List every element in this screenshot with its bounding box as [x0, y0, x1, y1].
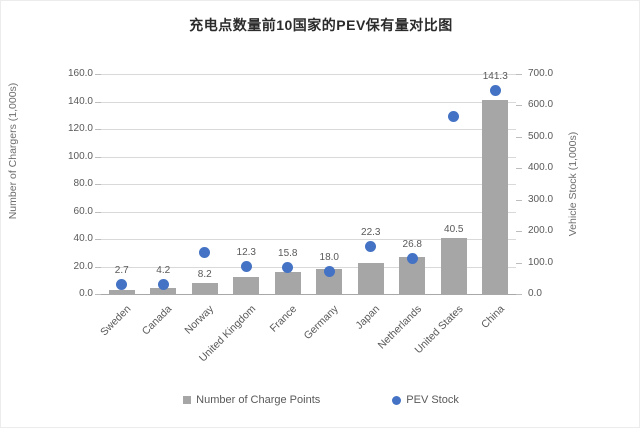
left-axis-tick	[95, 239, 101, 240]
left-axis-tick-label: 60.0	[73, 205, 93, 217]
right-axis-tick	[516, 168, 522, 170]
bar-france	[274, 272, 301, 294]
x-axis-line	[101, 294, 516, 295]
right-axis-tick	[516, 262, 522, 264]
legend-label: Number of Charge Points	[196, 394, 321, 406]
left-axis-tick-label: 160.0	[67, 68, 93, 79]
gridline	[101, 239, 516, 240]
left-axis-tick-label: 40.0	[73, 233, 93, 244]
right-axis-tick	[516, 294, 522, 295]
left-axis-tick-label: 120.0	[67, 123, 93, 134]
category-label-norway: Norway	[182, 303, 217, 337]
right-axis-tick-label: 700.0	[528, 68, 554, 79]
bar-china	[482, 99, 509, 294]
bar-united-states	[440, 238, 467, 294]
pev-stock-dot-canada	[157, 279, 169, 291]
right-axis-tick	[516, 136, 522, 138]
right-axis-tick	[516, 105, 522, 107]
left-axis-tick-label: 80.0	[73, 178, 93, 189]
left-axis-tick-label: 20.0	[73, 260, 93, 272]
gridline	[101, 156, 516, 158]
category-label-sweden: Sweden	[97, 303, 134, 339]
category-label-france: France	[267, 303, 300, 335]
right-axis-title: Vehicle Stock (1,000s)	[567, 131, 579, 237]
left-axis-tick	[95, 129, 101, 130]
data-label: 26.8	[402, 239, 422, 251]
pev-stock-dot-france	[282, 261, 294, 273]
legend: Number of Charge Points PEV Stock	[1, 394, 639, 406]
legend-label: PEV Stock	[406, 394, 459, 406]
pev-stock-dot-japan	[365, 241, 377, 253]
left-axis-tick	[95, 156, 101, 158]
data-label: 2.7	[114, 265, 129, 277]
data-label: 40.5	[444, 224, 464, 236]
category-label-china: China	[478, 303, 507, 331]
gridline	[101, 211, 516, 213]
category-label-canada: Canada	[140, 303, 175, 338]
right-axis-tick-label: 400.0	[528, 162, 554, 174]
gridline	[101, 184, 516, 185]
right-axis-tick-label: 500.0	[528, 130, 554, 142]
left-axis-title: Number of Chargers (1,000s)	[7, 82, 19, 220]
gridline	[101, 74, 516, 75]
category-label-germany: Germany	[301, 303, 341, 343]
data-label: 18.0	[319, 251, 339, 263]
data-label: 8.2	[197, 268, 212, 280]
left-axis-tick-label: 140.0	[67, 95, 93, 107]
gridline	[101, 266, 516, 268]
right-axis-tick-label: 0.0	[528, 288, 542, 299]
gridline	[101, 101, 516, 103]
chart-title: 充电点数量前10国家的PEV保有量对比图	[189, 17, 453, 33]
right-axis-tick-label: 600.0	[528, 99, 554, 111]
data-label: 15.8	[278, 247, 298, 259]
pev-stock-dot-sweden	[116, 279, 128, 291]
left-axis-tick	[95, 211, 101, 213]
bar-japan	[357, 263, 384, 294]
left-axis-tick-label: 100.0	[67, 150, 93, 162]
right-axis-tick-label: 300.0	[528, 193, 554, 205]
scatter-series-marker-icon	[392, 395, 402, 405]
right-axis-tick-label: 200.0	[528, 225, 554, 237]
pev-stock-dot-china	[489, 84, 501, 96]
bar-series-marker-icon	[183, 396, 192, 404]
bar-canada	[150, 288, 177, 294]
right-axis-tick-label: 100.0	[528, 256, 554, 268]
bar-norway	[191, 282, 218, 294]
right-axis-tick	[516, 199, 522, 201]
pev-stock-dot-netherlands	[406, 253, 418, 265]
right-axis-tick	[516, 231, 522, 233]
bar-sweden	[108, 290, 135, 294]
left-axis-tick	[95, 266, 101, 268]
left-axis-tick	[95, 294, 101, 295]
left-axis-tick-label: 0.0	[79, 288, 93, 299]
left-axis-tick	[95, 74, 101, 75]
pev-stock-dot-united-states	[448, 110, 460, 122]
pev-stock-dot-norway	[199, 247, 211, 258]
right-axis-tick	[516, 74, 522, 75]
category-label-japan: Japan	[353, 303, 383, 332]
gridline	[101, 129, 516, 130]
data-label: 141.3	[482, 70, 508, 82]
pev-stock-dot-germany	[323, 265, 335, 277]
legend-item-circle: PEV Stock	[392, 394, 459, 406]
data-label: 22.3	[361, 227, 381, 239]
pev-stock-dot-united-kingdom	[240, 261, 252, 273]
left-axis-tick	[95, 101, 101, 103]
legend-item-square: Number of Charge Points	[183, 394, 320, 406]
data-label: 4.2	[156, 265, 171, 277]
data-label: 12.3	[236, 247, 256, 259]
bar-united-kingdom	[233, 277, 260, 294]
left-axis-tick	[95, 184, 101, 185]
